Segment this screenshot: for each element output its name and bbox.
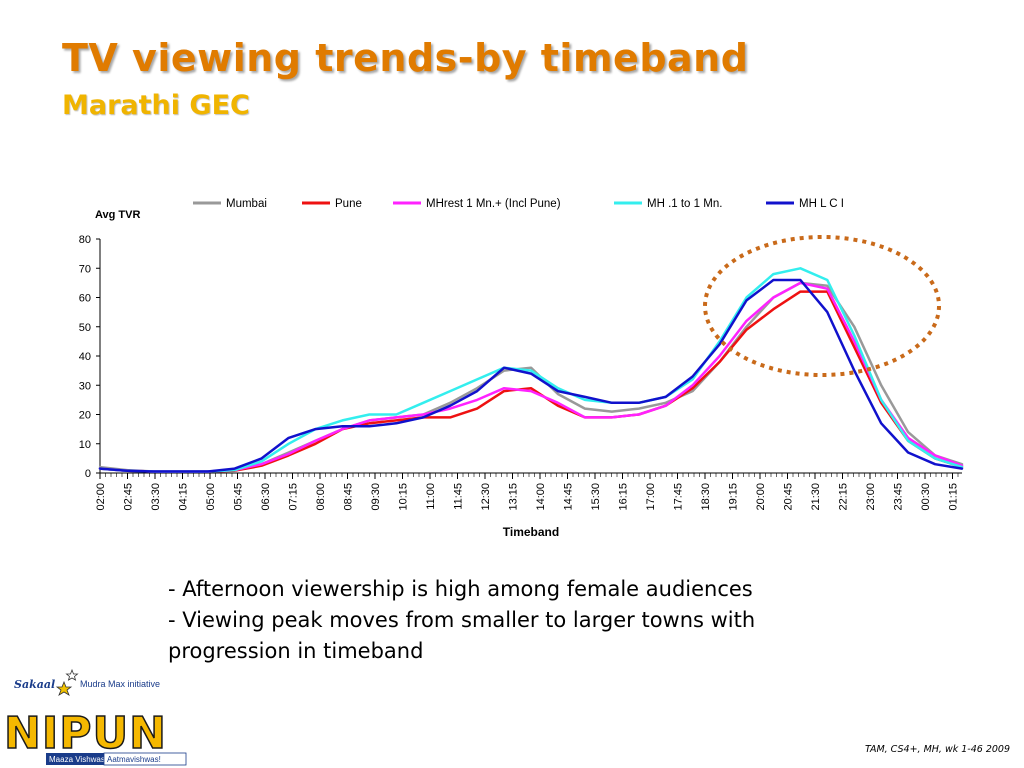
x-tick-label: 13:15 — [508, 483, 520, 511]
slide-title: TV viewing trends-by timeband — [62, 36, 749, 80]
tagline-right: Aatmavishwas! — [107, 755, 161, 764]
mudra-max-initiative: Mudra Max initiative — [80, 679, 160, 689]
star-small-icon — [65, 668, 79, 681]
y-tick-label: 40 — [79, 351, 91, 363]
note-peak-shift: - Viewing peak moves from smaller to lar… — [168, 608, 756, 663]
x-tick-label: 02:45 — [123, 483, 135, 511]
x-tick-label: 09:30 — [370, 483, 382, 511]
x-tick-label: 08:45 — [343, 483, 355, 511]
y-tick-label: 80 — [79, 234, 91, 246]
series-line-1 — [98, 290, 964, 473]
x-tick-label: 22:15 — [838, 483, 850, 511]
x-tick-label: 11:00 — [425, 483, 437, 510]
x-axis: 02:00 02:45 03:30 04:15 05:00 05:45 06:30 07:15… — [95, 472, 962, 511]
x-tick-label: 10:15 — [398, 483, 410, 511]
x-tick-label: 19:15 — [728, 483, 740, 511]
x-tick-label: 05:45 — [233, 483, 245, 511]
x-tick-label: 15:30 — [590, 483, 602, 511]
y-tick-label: 70 — [79, 263, 91, 275]
x-tick-label: 21:30 — [810, 483, 822, 511]
x-tick-label: 12:30 — [480, 483, 492, 511]
y-axis-label: Avg TVR — [95, 209, 140, 221]
y-tick-label: 30 — [79, 380, 91, 392]
x-axis-label: Timeband — [503, 525, 559, 539]
y-tick-label: 60 — [79, 293, 91, 305]
x-tick-label: 08:00 — [315, 483, 327, 511]
legend-label: MH L C I — [799, 198, 844, 210]
note-afternoon: - Afternoon viewership is high among fem… — [168, 577, 753, 601]
x-tick-label: 14:00 — [535, 483, 547, 511]
source-footnote: TAM, CS4+, MH, wk 1-46 2009 — [865, 744, 1010, 755]
series-line-3 — [98, 267, 964, 473]
x-tick-label: 02:00 — [95, 483, 107, 511]
x-tick-label: 07:15 — [288, 483, 300, 511]
series-line-2 — [98, 281, 964, 473]
tagline-left-bg — [46, 753, 104, 765]
x-tick-label: 06:30 — [260, 483, 272, 511]
x-tick-label: 01:15 — [948, 483, 960, 511]
x-tick-label: 11:45 — [453, 483, 465, 510]
nipun-logo: Sakaal Mudra Max initiative NIPUN Maaza … — [3, 668, 187, 766]
viewing-trends-chart: Mumbai Pune MHrest 1 Mn.+ (Incl Pune) MH .1… — [79, 198, 964, 539]
x-tick-label: 20:45 — [783, 483, 795, 511]
series-line-0 — [98, 281, 964, 473]
x-tick-label: 23:00 — [865, 483, 877, 511]
tagline-right-bg — [103, 752, 187, 766]
x-tick-label: 20:00 — [755, 483, 767, 511]
x-tick-label: 05:00 — [205, 483, 217, 511]
y-axis: 0 10 20 30 40 50 60 70 80 — [79, 234, 101, 480]
sakaal-wordmark: Sakaal — [14, 678, 55, 691]
series-line-4 — [98, 278, 964, 473]
nipun-wordmark: NIPUN — [4, 708, 167, 759]
chart-legend: Mumbai Pune MHrest 1 Mn.+ (Incl Pune) MH .1… — [193, 198, 844, 210]
x-tick-label: 14:45 — [563, 483, 575, 511]
legend-label: Mumbai — [226, 198, 267, 210]
tagline-left: Maaza Vishwas — [49, 755, 105, 764]
x-tick-label: 04:15 — [178, 483, 190, 511]
legend-label: MHrest 1 Mn.+ (Incl Pune) — [426, 198, 561, 210]
x-tick-label: 17:45 — [673, 483, 685, 511]
peak-highlight-ellipse — [703, 235, 941, 377]
legend-label: Pune — [335, 198, 362, 210]
slide-subtitle: Marathi GEC — [62, 90, 250, 121]
star-icon — [55, 680, 73, 696]
y-tick-label: 20 — [79, 410, 91, 422]
legend-label: MH .1 to 1 Mn. — [647, 198, 722, 210]
commentary-notes: - Afternoon viewership is high among fem… — [168, 574, 848, 667]
x-tick-label: 18:30 — [700, 483, 712, 511]
x-tick-label: 23:45 — [893, 483, 905, 511]
y-tick-label: 0 — [85, 468, 91, 480]
y-tick-label: 50 — [79, 322, 91, 334]
x-tick-label: 16:15 — [618, 483, 630, 511]
series-lines — [98, 267, 964, 473]
y-tick-label: 10 — [79, 439, 91, 451]
x-tick-label: 17:00 — [645, 483, 657, 511]
x-tick-label: 00:30 — [920, 483, 932, 511]
x-tick-label: 03:30 — [150, 483, 162, 511]
